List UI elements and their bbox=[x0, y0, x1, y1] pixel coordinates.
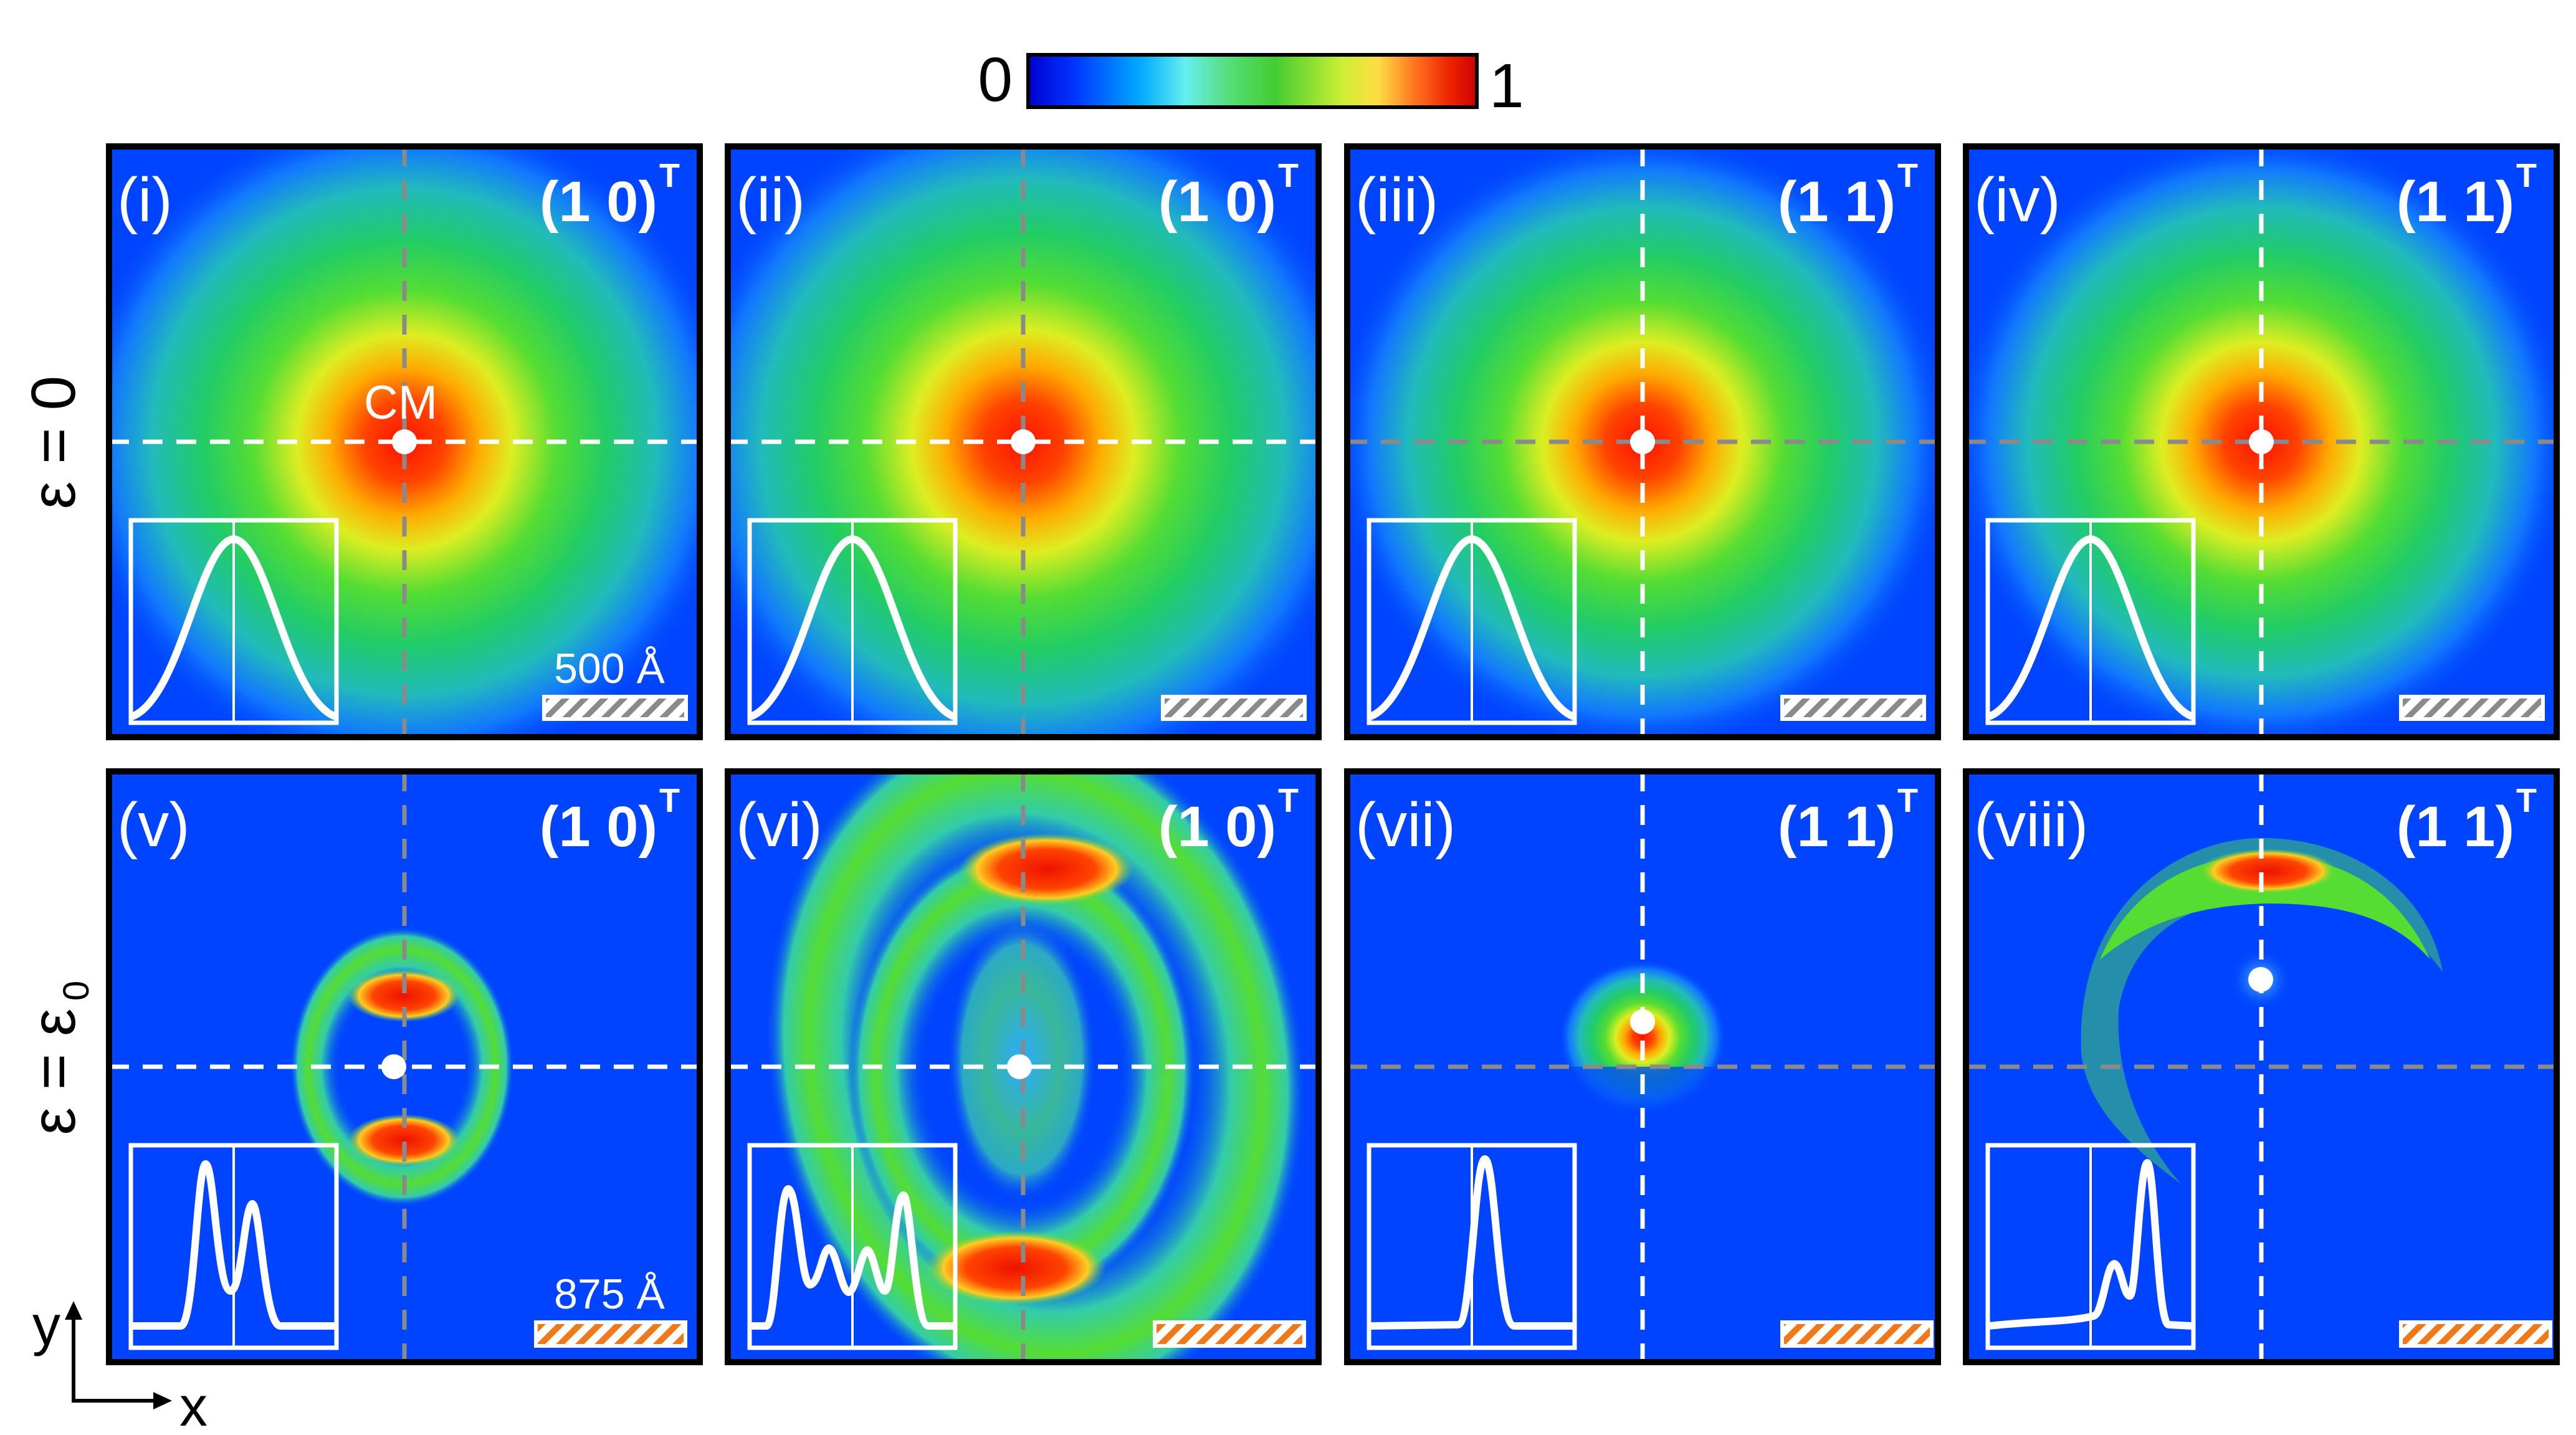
panel-frame bbox=[1344, 768, 1941, 1365]
row-label-epsilon-eps0: ε = ε bbox=[19, 1008, 88, 1135]
profile-curve bbox=[751, 1185, 954, 1330]
scale-bar bbox=[542, 695, 688, 721]
mode-label: (1 0) bbox=[540, 170, 657, 234]
panel-vi: (vi) (1 0) T bbox=[725, 768, 1322, 1365]
center-of-mass-marker bbox=[1011, 429, 1036, 454]
row-label-epsilon-zero: ε = 0 bbox=[19, 376, 88, 509]
scale-bar bbox=[1780, 695, 1926, 721]
colorbar-max-label: 1 bbox=[1489, 51, 1524, 121]
mode-label: (1 1) bbox=[2397, 170, 2514, 234]
center-of-mass-marker bbox=[2249, 429, 2274, 454]
panel-frame bbox=[1344, 143, 1941, 740]
x-arrowhead bbox=[153, 1392, 172, 1409]
profile-inset bbox=[747, 1143, 958, 1350]
row-label-bottom: ε = ε 0 bbox=[19, 981, 97, 1135]
panel-label: (vi) bbox=[736, 790, 823, 860]
mode-superscript: T bbox=[1278, 782, 1299, 819]
panel-iii: (iii) (1 1) T bbox=[1344, 143, 1941, 740]
center-of-mass-marker bbox=[392, 429, 417, 454]
mode-superscript: T bbox=[2516, 782, 2537, 819]
scale-bar bbox=[534, 1320, 687, 1348]
panel-ii: (ii) (1 0) T bbox=[725, 143, 1322, 740]
axes-indicator: y x bbox=[32, 1295, 208, 1435]
mode-superscript: T bbox=[659, 782, 680, 819]
density-mask bbox=[1545, 1067, 1745, 1142]
panel-frame bbox=[725, 768, 1322, 1365]
y-arrowhead bbox=[65, 1301, 82, 1320]
panel-label: (viii) bbox=[1974, 790, 2088, 860]
profile-curve bbox=[1370, 1155, 1573, 1330]
colorbar-bar bbox=[1026, 53, 1479, 109]
row-label-top: ε = 0 bbox=[19, 376, 88, 509]
mode-label: (1 1) bbox=[1778, 170, 1896, 234]
y-axis-label: y bbox=[32, 1295, 60, 1357]
scale-bar-label: 875 Å bbox=[554, 1271, 665, 1318]
center-of-mass-label: CM bbox=[364, 376, 437, 429]
panel-i: CM 500 Å (i) (1 0) T bbox=[106, 143, 703, 740]
mode-label: (1 0) bbox=[1158, 170, 1276, 234]
density-lobe-bottom bbox=[348, 1114, 460, 1166]
mode-superscript: T bbox=[1897, 157, 1918, 194]
profile-inset bbox=[1985, 1143, 2196, 1350]
mode-superscript: T bbox=[2516, 157, 2537, 194]
density-arc-inner bbox=[2100, 854, 2430, 960]
center-of-mass-marker bbox=[1630, 1009, 1655, 1034]
profile-curve bbox=[1987, 535, 2194, 720]
panel-label: (iv) bbox=[1974, 165, 2061, 235]
density-lobe-top bbox=[960, 833, 1134, 905]
panel-label: (ii) bbox=[736, 165, 805, 235]
scale-bar bbox=[1153, 1320, 1306, 1348]
profile-inset bbox=[128, 518, 339, 725]
row-label-subscript: 0 bbox=[56, 981, 97, 1001]
scale-bar-label: 500 Å bbox=[554, 645, 665, 692]
density-lobe-bottom bbox=[925, 1231, 1106, 1305]
center-of-mass-marker bbox=[1630, 429, 1655, 454]
mode-label: (1 0) bbox=[1158, 795, 1276, 859]
panel-frame bbox=[725, 143, 1322, 740]
panel-label: (i) bbox=[117, 165, 173, 235]
panel-label: (vii) bbox=[1355, 790, 1456, 860]
colorbar: 0 1 bbox=[978, 45, 1524, 121]
mode-superscript: T bbox=[1897, 782, 1918, 819]
panel-viii: (viii) (1 1) T bbox=[1963, 768, 2560, 1365]
panel-v: 875 Å (v) (1 0) T bbox=[106, 768, 703, 1365]
panel-frame bbox=[106, 143, 703, 740]
panel-label: (iii) bbox=[1355, 165, 1438, 235]
profile-curve bbox=[749, 535, 956, 720]
panel-frame bbox=[106, 768, 703, 1365]
panel-frame bbox=[1963, 768, 2560, 1365]
mode-superscript: T bbox=[1278, 157, 1299, 194]
center-of-mass-marker bbox=[2248, 967, 2273, 992]
profile-curve bbox=[1368, 535, 1575, 720]
x-axis-label: x bbox=[179, 1376, 208, 1435]
scale-bar bbox=[2399, 695, 2545, 721]
profile-curve bbox=[1988, 1159, 2193, 1330]
colorbar-min-label: 0 bbox=[978, 45, 1013, 115]
mode-label: (1 0) bbox=[540, 795, 657, 859]
profile-curve bbox=[132, 1160, 335, 1330]
panel-frame bbox=[1963, 143, 2560, 740]
mode-superscript: T bbox=[659, 157, 680, 194]
profile-inset bbox=[1367, 518, 1577, 725]
scale-bar bbox=[1161, 695, 1307, 721]
profile-inset bbox=[747, 518, 958, 725]
profile-curve bbox=[130, 535, 337, 720]
panel-label: (v) bbox=[117, 790, 190, 860]
scale-bar bbox=[2399, 1320, 2552, 1348]
profile-inset bbox=[1367, 1143, 1577, 1350]
center-of-mass-marker bbox=[1007, 1054, 1032, 1079]
panel-vii: (vii) (1 1) T bbox=[1344, 768, 1941, 1365]
profile-inset bbox=[1985, 518, 2196, 725]
density-lobe-top bbox=[348, 970, 460, 1022]
mode-label: (1 1) bbox=[1778, 795, 1896, 859]
panel-iv: (iv) (1 1) T bbox=[1963, 143, 2560, 740]
scale-bar bbox=[1780, 1320, 1934, 1348]
mode-label: (1 1) bbox=[2397, 795, 2514, 859]
center-of-mass-marker bbox=[381, 1054, 406, 1079]
density-lobe-top bbox=[2200, 849, 2337, 894]
profile-inset bbox=[128, 1143, 339, 1350]
